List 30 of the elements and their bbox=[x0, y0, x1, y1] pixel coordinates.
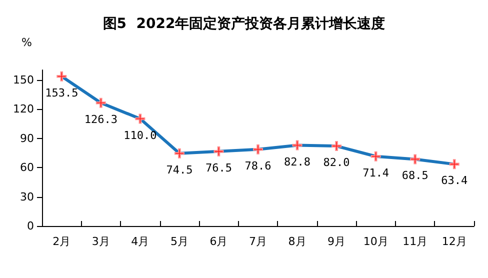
text: 153.5 bbox=[45, 86, 78, 100]
chart-title: 图5 2022年固定资产投资各月累计增长速度 bbox=[102, 15, 386, 32]
text: 63.4 bbox=[441, 174, 468, 188]
text: 68.5 bbox=[402, 169, 428, 182]
text: 74.5 bbox=[166, 163, 193, 176]
x-tick-label: 10月 bbox=[363, 235, 388, 248]
y-tick-label: 150 bbox=[13, 73, 34, 86]
y-axis-title: % bbox=[22, 36, 32, 49]
text: 82.8 bbox=[284, 155, 311, 168]
x-tick-label: 11月 bbox=[402, 235, 428, 248]
x-tick-label: 6月 bbox=[210, 235, 228, 248]
text: 76.5 bbox=[205, 161, 232, 174]
x-tick-label: 3月 bbox=[92, 235, 110, 248]
y-tick-label: 0 bbox=[27, 220, 34, 232]
text: 71.4 bbox=[362, 166, 390, 180]
y-tick-label: 60 bbox=[20, 161, 34, 174]
x-tick-label: 4月 bbox=[131, 235, 150, 248]
x-tick-label: 9月 bbox=[328, 235, 346, 248]
text: 126.3 bbox=[84, 112, 118, 126]
x-tick-label: 8月 bbox=[288, 235, 306, 248]
x-tick-label: 2月 bbox=[52, 235, 71, 248]
x-tick-label: 7月 bbox=[249, 235, 267, 248]
text: 78.6 bbox=[244, 159, 272, 172]
y-tick-label: 90 bbox=[20, 132, 34, 145]
y-tick-label: 120 bbox=[13, 102, 34, 116]
text: 110.0 bbox=[124, 128, 157, 142]
x-tick-label: 5月 bbox=[170, 235, 188, 248]
text: 82.0 bbox=[323, 156, 350, 170]
y-tick-label: 30 bbox=[20, 190, 34, 204]
x-tick-label: 12月 bbox=[442, 235, 467, 248]
